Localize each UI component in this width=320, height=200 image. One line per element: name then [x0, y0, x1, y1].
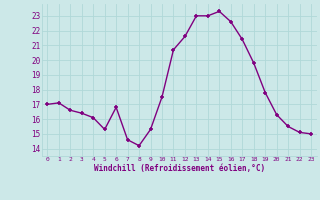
X-axis label: Windchill (Refroidissement éolien,°C): Windchill (Refroidissement éolien,°C)	[94, 164, 265, 173]
